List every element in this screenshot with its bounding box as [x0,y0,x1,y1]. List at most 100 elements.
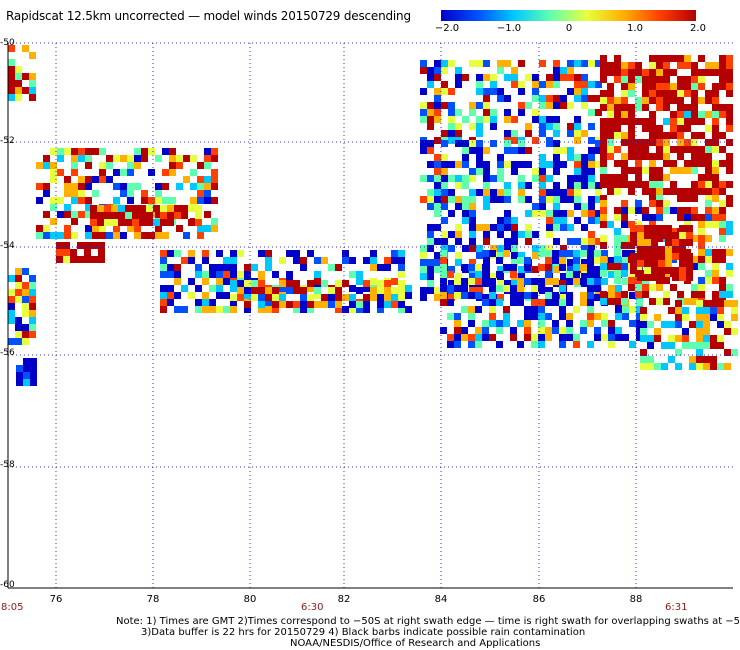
wind-cell [146,219,153,226]
wind-cell [642,167,649,174]
wind-cell [658,225,665,232]
wind-cell [719,188,726,195]
wind-cell [532,175,539,182]
wind-cell [686,253,693,260]
wind-cell [698,111,705,118]
wind-cell [272,287,279,294]
wind-cell [120,183,127,190]
wind-cell [370,278,377,285]
wind-cell [363,257,370,264]
wind-cell [628,139,635,146]
wind-cell [574,203,581,210]
wind-cell [726,62,733,69]
wind-cell [476,168,483,175]
wind-cell [580,299,587,306]
wind-cell [483,189,490,196]
wind-cell [628,83,635,90]
wind-cell [622,250,629,257]
wind-cell [454,292,461,299]
wind-cell [717,335,724,342]
wind-cell [552,250,559,257]
wind-cell [726,263,733,270]
wind-cell [370,294,377,301]
wind-cell [710,307,717,314]
wind-cell [614,263,621,270]
wind-cell [160,205,167,212]
wind-cell [629,292,636,299]
wind-cell [167,212,174,219]
wind-cell [567,182,574,189]
wind-cell [574,238,581,245]
wind-cell [8,310,15,317]
wind-cell [420,252,427,259]
wind-cell [15,80,22,87]
wind-cell [698,160,705,167]
wind-cell [684,146,691,153]
wind-cell [600,90,607,97]
wind-cell [600,174,607,181]
wind-cell [244,306,251,313]
wind-cell [476,154,483,161]
wind-cell [174,250,181,257]
wind-cell [614,146,621,153]
wind-cell [614,104,621,111]
wind-cell [588,154,595,161]
wind-cell [719,62,726,69]
wind-cell [441,81,448,88]
wind-cell [377,294,384,301]
wind-cell [476,60,483,67]
wind-cell [566,313,573,320]
wind-cell [462,161,469,168]
wind-cell [497,67,504,74]
wind-cell [588,203,595,210]
wind-cell [57,155,64,162]
wind-cell [167,219,174,226]
wind-cell [691,153,698,160]
wind-cell [656,104,663,111]
wind-cell [684,298,691,305]
wind-cell [90,212,97,219]
wind-cell [546,175,553,182]
wind-cell [22,268,29,275]
wind-cell [672,246,679,253]
wind-cell [663,118,670,125]
wind-cell [621,76,628,83]
wind-cell [712,167,719,174]
wind-cell [43,232,50,239]
wind-cell [705,97,712,104]
wind-cell [573,271,580,278]
wind-cell [490,196,497,203]
wind-cell [594,285,601,292]
wind-cell [607,125,614,132]
wind-cell [661,321,668,328]
wind-cell [237,250,244,257]
wind-cell [504,245,511,252]
wind-cell [545,250,552,257]
wind-cell [573,278,580,285]
wind-cell [595,60,602,67]
wind-cell [15,282,22,289]
wind-cell [580,292,587,299]
wind-cell [712,160,719,167]
wind-cell [581,95,588,102]
wind-cell [174,264,181,271]
wind-cell [483,175,490,182]
wind-cell [670,132,677,139]
wind-cell [139,205,146,212]
wind-cell [654,363,661,370]
wind-cell [588,137,595,144]
wind-cell [665,267,672,274]
wind-cell [434,109,441,116]
wind-cell [567,102,574,109]
wind-cell [719,207,726,214]
wind-cell [719,235,726,242]
wind-cell [434,67,441,74]
wind-cell [691,263,698,270]
wind-cell [726,118,733,125]
wind-cell [190,169,197,176]
wind-cell [503,285,510,292]
wind-cell [391,294,398,301]
wind-cell [567,67,574,74]
wind-cell [573,334,580,341]
